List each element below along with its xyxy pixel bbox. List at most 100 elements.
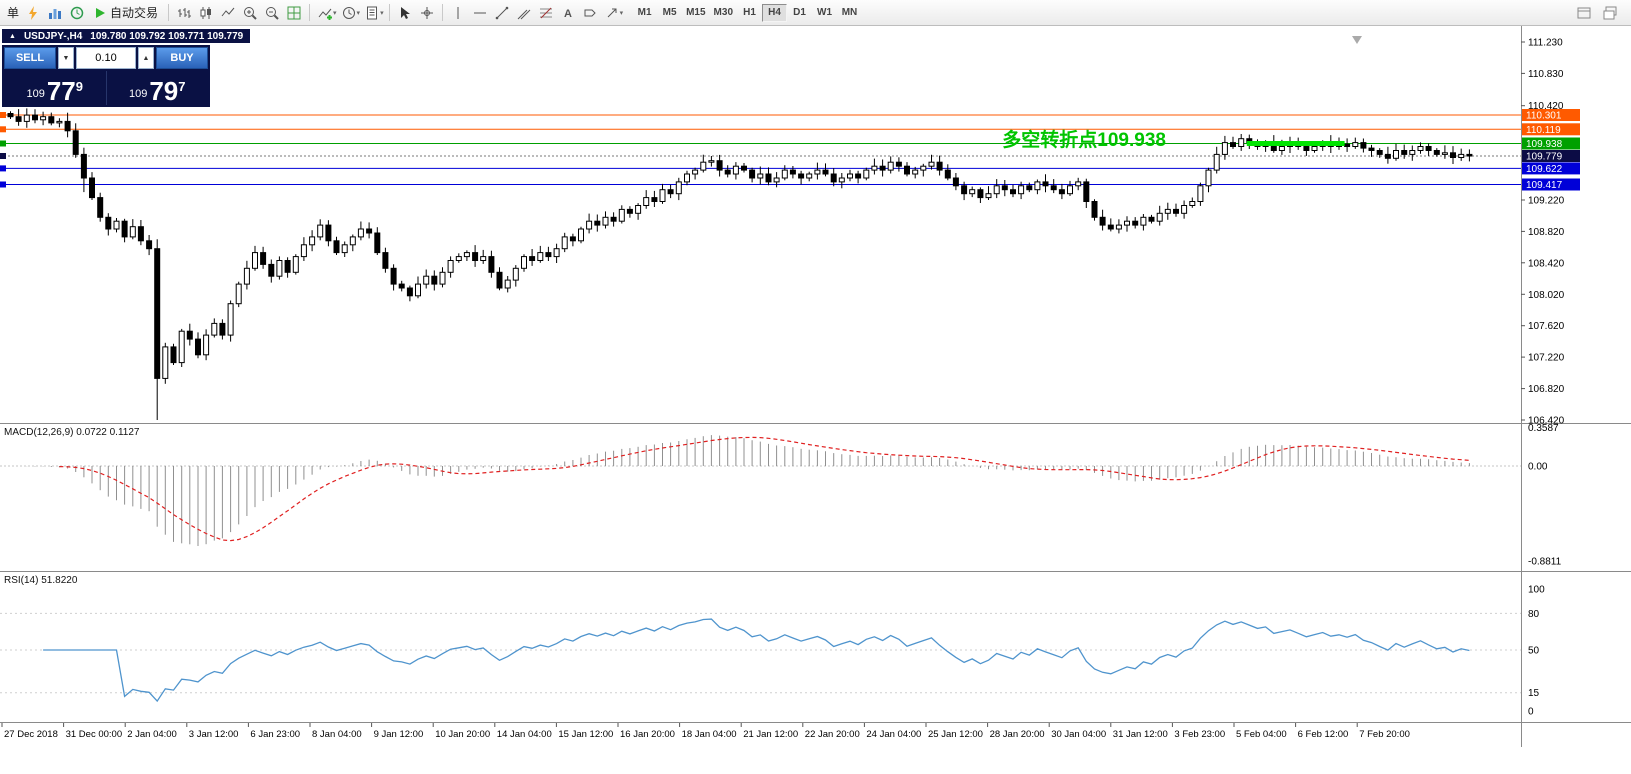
separator — [168, 4, 170, 21]
svg-text:108.820: 108.820 — [1528, 227, 1565, 238]
chart-shift-marker[interactable] — [1352, 36, 1362, 44]
cursor-icon[interactable] — [394, 3, 416, 23]
svg-text:7 Feb 20:00: 7 Feb 20:00 — [1359, 729, 1410, 740]
svg-text:14 Jan 04:00: 14 Jan 04:00 — [497, 729, 552, 740]
svg-text:109.938: 109.938 — [1526, 139, 1563, 150]
svg-text:30 Jan 04:00: 30 Jan 04:00 — [1051, 729, 1106, 740]
timeframe-m30[interactable]: M30 — [710, 4, 737, 22]
tile-windows-icon[interactable] — [283, 3, 305, 23]
svg-text:10 Jan 20:00: 10 Jan 20:00 — [435, 729, 490, 740]
svg-text:110.301: 110.301 — [1526, 111, 1562, 122]
svg-text:27 Dec 2018: 27 Dec 2018 — [4, 729, 58, 740]
svg-text:109.622: 109.622 — [1526, 164, 1563, 175]
zoom-out-icon[interactable] — [261, 3, 283, 23]
rsi-level-lines — [0, 612, 1521, 694]
window-layout-icon[interactable] — [1573, 3, 1595, 23]
svg-text:16 Jan 20:00: 16 Jan 20:00 — [620, 729, 675, 740]
new-chart-icon[interactable] — [44, 3, 66, 23]
horizontal-price-lines[interactable] — [0, 114, 1521, 185]
zoom-in-icon[interactable] — [239, 3, 261, 23]
buy-price[interactable]: 109 79 7 — [105, 71, 209, 106]
lot-size-input[interactable] — [76, 47, 136, 69]
separator — [441, 4, 443, 21]
svg-text:6 Jan 23:00: 6 Jan 23:00 — [250, 729, 300, 740]
separator — [309, 4, 311, 21]
panel-borders — [0, 26, 1631, 747]
svg-text:15: 15 — [1528, 688, 1540, 699]
macd-histogram — [26, 435, 1470, 546]
periods-icon[interactable] — [338, 3, 360, 23]
timeframe-m1[interactable]: M1 — [632, 4, 657, 22]
dropdown-caret[interactable]: ▾ — [356, 9, 361, 17]
svg-text:80: 80 — [1528, 609, 1540, 620]
bar-chart-icon[interactable] — [173, 3, 195, 23]
buy-button[interactable]: BUY — [156, 47, 208, 69]
timeframe-mn[interactable]: MN — [837, 4, 862, 22]
lot-increase-button[interactable]: ▲ — [138, 47, 154, 69]
label-tool-icon[interactable] — [579, 3, 601, 23]
sell-button[interactable]: SELL — [4, 47, 56, 69]
svg-text:-0.8811: -0.8811 — [1528, 557, 1562, 568]
quote-bar[interactable]: ▲ USDJPY-,H4 109.780 109.792 109.771 109… — [2, 29, 251, 43]
collapse-arrow-icon[interactable]: ▲ — [9, 32, 16, 40]
svg-text:110.830: 110.830 — [1528, 69, 1564, 80]
market-watch-icon[interactable] — [66, 3, 88, 23]
timeframe-m5[interactable]: M5 — [657, 4, 682, 22]
new-order-icon[interactable] — [22, 3, 44, 23]
buy-price-pips: 79 — [149, 75, 179, 106]
crosshair-icon[interactable] — [416, 3, 438, 23]
rsi-line — [43, 618, 1470, 703]
candlestick-chart-icon[interactable] — [195, 3, 217, 23]
svg-text:109.417: 109.417 — [1526, 180, 1563, 191]
support-zone-segment[interactable] — [1246, 141, 1345, 146]
sell-price-big: 109 — [26, 88, 45, 100]
lot-preset-dropdown[interactable]: ▼ — [58, 47, 74, 69]
dropdown-caret[interactable]: ▾ — [380, 9, 384, 17]
text-tool-icon[interactable]: A — [557, 3, 579, 23]
templates-icon[interactable] — [361, 3, 383, 23]
dropdown-caret[interactable]: ▾ — [619, 9, 624, 17]
orders-label[interactable]: 单 — [7, 6, 20, 20]
svg-text:108.020: 108.020 — [1528, 290, 1565, 301]
sell-price-sup: 9 — [75, 79, 83, 94]
dropdown-caret[interactable]: ▾ — [333, 9, 337, 17]
vertical-line-icon[interactable] — [447, 3, 469, 23]
fibonacci-icon[interactable] — [535, 3, 557, 23]
svg-text:0.3587: 0.3587 — [1528, 423, 1559, 434]
autotrade-label: 自动交易 — [110, 6, 159, 20]
svg-text:31 Jan 12:00: 31 Jan 12:00 — [1113, 729, 1168, 740]
indicators-icon[interactable] — [314, 3, 336, 23]
horizontal-line-icon[interactable] — [469, 3, 491, 23]
timeframe-group: M1 M5 M15 M30 H1 H4 D1 W1 MN — [632, 3, 862, 22]
svg-text:0.00: 0.00 — [1528, 462, 1548, 473]
channel-icon[interactable] — [513, 3, 535, 23]
svg-text:106.820: 106.820 — [1528, 384, 1565, 395]
timeframe-d1[interactable]: D1 — [787, 4, 812, 22]
line-chart-icon[interactable] — [217, 3, 239, 23]
sell-price[interactable]: 109 77 9 — [4, 71, 106, 105]
timeframe-m15[interactable]: M15 — [682, 4, 709, 22]
svg-text:106.420: 106.420 — [1528, 416, 1565, 427]
timeframe-h1[interactable]: H1 — [737, 4, 762, 22]
svg-text:3 Feb 23:00: 3 Feb 23:00 — [1174, 729, 1225, 740]
svg-text:24 Jan 04:00: 24 Jan 04:00 — [866, 729, 921, 740]
chart-annotation[interactable]: 多空转折点109.938 — [1002, 128, 1166, 151]
svg-text:15 Jan 12:00: 15 Jan 12:00 — [558, 729, 613, 740]
svg-text:2 Jan 04:00: 2 Jan 04:00 — [127, 729, 177, 740]
rsi-indicator-label: RSI(14) 51.8220 — [4, 575, 78, 586]
svg-text:109.779: 109.779 — [1526, 152, 1563, 163]
arrows-tool-icon[interactable] — [601, 3, 623, 23]
ohlc-values: 109.780 109.792 109.771 109.779 — [90, 30, 244, 42]
macd-signal-line — [59, 436, 1470, 542]
timeframe-w1[interactable]: W1 — [812, 4, 837, 22]
trendline-icon[interactable] — [491, 3, 513, 23]
autotrade-button[interactable]: 自动交易 — [88, 3, 164, 23]
timeframe-h4[interactable]: H4 — [762, 3, 787, 22]
window-cascade-icon[interactable] — [1599, 3, 1621, 23]
svg-text:8 Jan 04:00: 8 Jan 04:00 — [312, 729, 362, 740]
svg-text:5 Feb 04:00: 5 Feb 04:00 — [1236, 729, 1287, 740]
